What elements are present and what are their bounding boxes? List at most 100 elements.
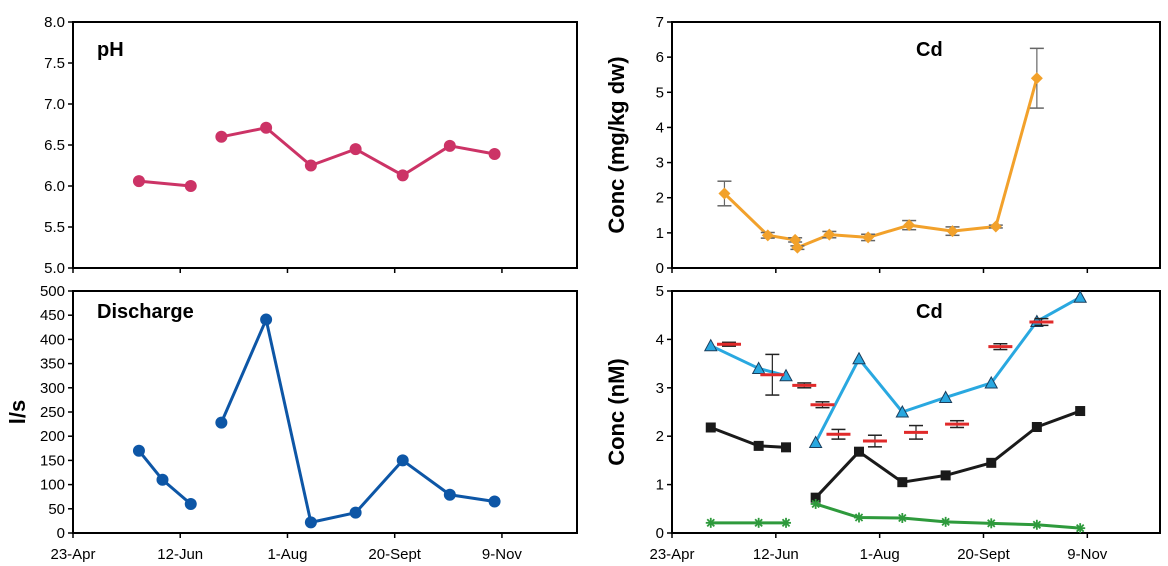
data-point (304, 159, 317, 172)
y-tick-label: 100 (40, 477, 65, 494)
data-point (781, 442, 792, 453)
y-tick-label: 1 (656, 477, 664, 494)
y-axis-title: Conc (nM) (604, 358, 629, 466)
panel-title: Discharge (97, 301, 194, 323)
data-point (853, 446, 864, 457)
data-point (989, 220, 1002, 233)
x-tick-label: 23-Apr (649, 546, 694, 563)
y-tick-label: 300 (40, 380, 65, 397)
plot-frame (671, 290, 1161, 534)
data-point (1030, 72, 1043, 85)
series-line (705, 498, 1086, 534)
chart-cd-dissolved: 0 1 2 3 4 5 23-Apr 12-Jun 1-Aug 20-Sept 9-Nov Cd Con… (604, 283, 1161, 563)
star-stroke (987, 519, 996, 528)
data-point (984, 375, 999, 389)
data-point (810, 498, 821, 509)
series-segment (710, 344, 787, 378)
data-point (304, 516, 317, 529)
y-tick-label: 0 (656, 260, 664, 277)
y-tick-label: 250 (40, 404, 65, 421)
y-tick-label: 0 (656, 525, 664, 542)
y-tick-label: 500 (40, 283, 65, 300)
data-point (349, 143, 362, 156)
data-point (897, 512, 908, 523)
data-point (862, 231, 875, 244)
data-point (396, 454, 409, 467)
data-point (895, 404, 910, 418)
panel-title: Cd (916, 39, 943, 61)
data-point (852, 351, 866, 365)
star-stroke (1076, 523, 1085, 533)
y-tick-label: 1 (656, 225, 664, 242)
y-tick-label: 7 (656, 14, 664, 31)
chart-ph: 5.0 5.5 6.0 6.5 7.0 7.5 8.0 pH (44, 14, 578, 277)
y-tick-label: 7.5 (44, 55, 65, 72)
x-tick-label: 12-Jun (157, 546, 203, 563)
star-stroke (811, 499, 820, 509)
panel-title: Cd (916, 301, 943, 323)
y-tick-label: 6 (656, 49, 664, 66)
star-stroke (854, 513, 864, 522)
y-tick-label: 350 (40, 356, 65, 373)
data-point (1031, 422, 1042, 433)
series-line (703, 290, 1088, 448)
y-tick-label: 2 (656, 428, 664, 445)
data-point (810, 492, 821, 503)
data-point (705, 422, 716, 433)
y-tick-label: 0 (57, 525, 65, 542)
data-point (260, 313, 273, 326)
data-point (184, 497, 197, 510)
star-stroke (781, 518, 791, 528)
data-point (1031, 519, 1042, 530)
x-tick-label: 23-Apr (50, 546, 95, 563)
series-segment (138, 179, 191, 188)
x-tick-label: 9-Nov (1067, 546, 1108, 563)
data-point (938, 390, 953, 403)
data-point (1075, 406, 1086, 417)
data-point (781, 517, 792, 528)
series-line (717, 47, 1044, 254)
data-point (260, 121, 273, 134)
y-tick-label: 5 (656, 283, 664, 300)
y-axis-title: Conc (mg/kg dw) (604, 56, 629, 233)
x-tick-label: 20-Sept (957, 546, 1010, 563)
y-tick-label: 7.0 (44, 96, 65, 113)
x-tick-label: 1-Aug (860, 546, 900, 563)
y-tick-label: 3 (656, 380, 664, 397)
y-tick-label: 5.0 (44, 260, 65, 277)
data-point (753, 517, 764, 528)
y-tick-label: 4 (656, 331, 664, 348)
plot-frame (72, 21, 578, 269)
series-line (132, 313, 501, 529)
series-segment (723, 77, 1039, 250)
series-segment (710, 426, 787, 449)
y-tick-label: 50 (48, 501, 65, 518)
y-tick-label: 6.5 (44, 137, 65, 154)
x-tick-label: 9-Nov (482, 546, 523, 563)
chart-discharge: 0 50 100 150 200 250 300 350 400 450 500 23-Apr 12-J… (5, 283, 578, 563)
panel-title: pH (97, 39, 124, 61)
data-point (823, 228, 836, 241)
data-point (703, 338, 718, 352)
x-tick-label: 20-Sept (368, 546, 421, 563)
y-tick-label: 4 (656, 119, 664, 136)
series-line (705, 406, 1086, 503)
x-tick-label: 1-Aug (267, 546, 307, 563)
y-tick-label: 3 (656, 155, 664, 172)
y-tick-label: 5 (656, 84, 664, 101)
data-point (443, 488, 456, 501)
series-line (132, 121, 501, 192)
data-point (940, 470, 951, 481)
y-tick-label: 6.0 (44, 178, 65, 195)
y-tick-label: 400 (40, 331, 65, 348)
star-stroke (898, 513, 907, 523)
data-point (986, 457, 997, 468)
y-tick-label: 450 (40, 307, 65, 324)
data-point (349, 506, 362, 519)
dash-bars (717, 317, 1054, 448)
data-point (986, 518, 997, 529)
data-point (718, 187, 731, 200)
chart-cd-solid: 0 1 2 3 4 5 6 7 Cd Conc (mg/kg dw) (604, 14, 1161, 277)
data-point (946, 225, 959, 238)
